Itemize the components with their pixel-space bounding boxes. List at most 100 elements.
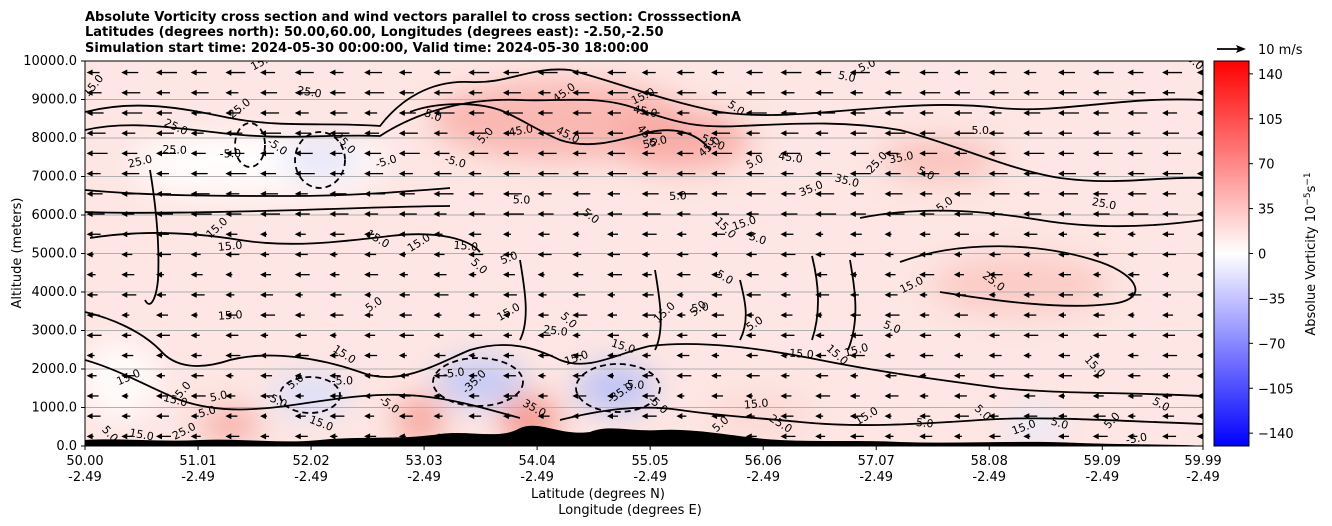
wind-arrow (1092, 231, 1106, 238)
wind-arrow (919, 109, 934, 116)
wind-arrow-head (1162, 433, 1169, 440)
wind-arrow (86, 332, 102, 339)
wind-arrow (676, 271, 691, 278)
wind-arrow (260, 291, 274, 298)
wind-arrow (711, 211, 730, 218)
wind-arrow (988, 413, 999, 420)
wind-arrow-head (190, 231, 197, 238)
wind-arrow-head (294, 332, 301, 339)
wind-arrow (433, 392, 441, 399)
wind-arrow (815, 150, 831, 157)
wind-arrow (364, 332, 376, 339)
wind-arrow-head (225, 332, 232, 339)
wind-arrow (815, 413, 824, 420)
wind-arrow-head (988, 231, 995, 238)
wind-arrow-head (121, 211, 128, 218)
wind-arrow-head (121, 433, 128, 440)
wind-arrow-head (1092, 190, 1099, 197)
wind-arrow (606, 271, 622, 278)
wind-arrow (1162, 130, 1180, 137)
wind-arrow (1127, 271, 1140, 278)
wind-arrow-head (953, 150, 960, 157)
wind-arrow (1127, 372, 1141, 379)
wind-arrow-head (606, 312, 613, 319)
wind-arrow-head (953, 413, 960, 420)
wind-arrow-head (572, 433, 579, 440)
wind-arrow-head (676, 69, 683, 76)
y-tick-label: 2000.0 (32, 362, 78, 377)
wind-arrow (745, 291, 761, 298)
wind-arrow-head (780, 312, 787, 319)
wind-arrow-head (86, 291, 93, 298)
contour-line (234, 122, 266, 168)
wind-arrow-head (849, 312, 856, 319)
y-tick-label: 4000.0 (32, 285, 78, 300)
wind-arrow-head (919, 291, 926, 298)
wind-arrow-head (294, 312, 301, 319)
wind-arrow-head (745, 433, 752, 440)
wind-arrow (1023, 211, 1042, 218)
wind-arrow-head (86, 69, 93, 76)
contour-label: -5.0 (443, 152, 467, 170)
wind-arrow-head (1127, 170, 1134, 177)
wind-arrow (155, 109, 172, 116)
wind-arrow-head (1196, 130, 1203, 137)
wind-arrow (641, 170, 657, 177)
wind-arrow (641, 109, 660, 116)
wind-arrow-head (502, 433, 509, 440)
wind-arrow-head (745, 392, 752, 399)
wind-arrow (919, 211, 935, 218)
wind-arrow-head (572, 211, 579, 218)
wind-arrow-head (1162, 170, 1169, 177)
wind-arrow (364, 211, 379, 218)
wind-arrow-head (953, 271, 960, 278)
wind-arrow-head (884, 271, 891, 278)
wind-arrow-head (190, 372, 197, 379)
wind-arrow-head (190, 211, 197, 218)
wind-arrow (433, 413, 443, 420)
wind-arrow-head (1023, 291, 1030, 298)
wind-arrow-head (815, 372, 822, 379)
wind-arrow (1127, 150, 1143, 157)
wind-arrow-head (260, 150, 267, 157)
wind-arrow-head (780, 150, 787, 157)
wind-arrow-head (1127, 251, 1134, 258)
wind-arrow (121, 190, 142, 197)
wind-arrow (1023, 291, 1035, 298)
wind-arrow-head (155, 190, 162, 197)
wind-arrow (260, 231, 268, 238)
wind-arrow-head (884, 130, 891, 137)
wind-arrow-head (606, 231, 613, 238)
wind-arrow-head (711, 89, 718, 96)
wind-arrow (919, 352, 934, 359)
contour-line (279, 376, 341, 414)
wind-arrow-head (711, 352, 718, 359)
wind-arrow (1092, 211, 1110, 218)
wind-arrow-head (849, 251, 856, 258)
wind-arrow-head (953, 109, 960, 116)
wind-arrow (572, 291, 586, 298)
wind-arrow (1057, 211, 1071, 218)
wind-arrow (121, 433, 133, 440)
wind-arrow-head (502, 352, 509, 359)
wind-arrow-head (329, 211, 336, 218)
wind-arrow-head (537, 291, 544, 298)
contour-label: 5.0 (1184, 52, 1206, 73)
wind-arrow (190, 231, 199, 238)
wind-arrow-head (572, 89, 579, 96)
wind-arrow (1092, 332, 1107, 339)
wind-arrow (1162, 312, 1174, 319)
wind-arrow-head (225, 312, 232, 319)
wind-arrow (1162, 69, 1183, 76)
wind-arrow-head (1196, 170, 1203, 177)
wind-arrow (780, 170, 794, 177)
wind-arrow-head (641, 271, 648, 278)
wind-arrow-head (121, 231, 128, 238)
wind-arrow-head (329, 291, 336, 298)
wind-arrow (86, 352, 95, 359)
wind-arrow (121, 291, 137, 298)
wind-arrow-head (260, 109, 267, 116)
wind-arrow (988, 170, 1008, 177)
wind-arrow (433, 352, 446, 359)
wind-arrow (711, 372, 722, 379)
